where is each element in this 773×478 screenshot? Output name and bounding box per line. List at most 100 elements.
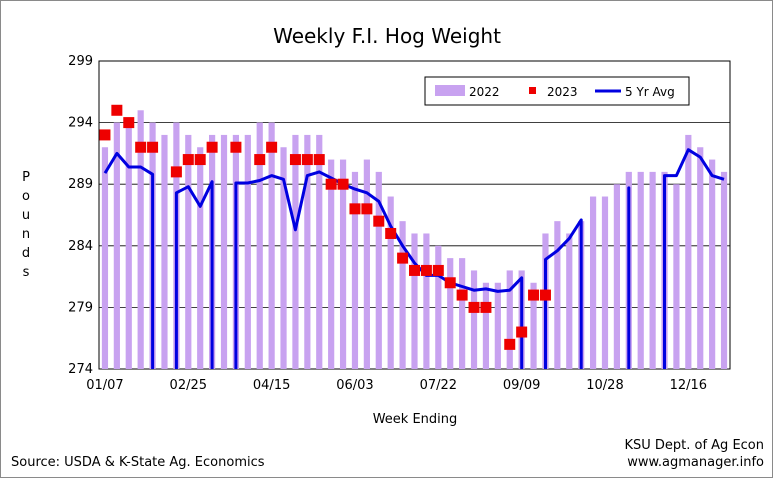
bar-2022 [435,245,442,369]
bar-2022 [459,258,466,369]
bar-2022 [506,270,513,369]
bar-2022 [328,159,335,369]
bar-2022 [161,134,168,369]
x-tick-label: 04/15 [253,378,290,393]
bar-2022 [375,171,382,369]
x-tick-label: 06/03 [336,378,373,393]
y-axis-label-letter: d [22,246,30,261]
line-segment-5yr-avg [234,170,524,369]
line-segment-5yr-avg [663,148,725,369]
marker-2023 [337,178,349,190]
bar-2022 [613,184,620,369]
x-tick-label: 02/25 [170,378,207,393]
marker-2023 [230,141,242,153]
legend-box [424,76,690,106]
legend-label-2022: 2022 [469,85,500,99]
bar-2022 [637,171,644,369]
bar-2022 [697,147,704,369]
x-axis-label: Week Ending [373,412,458,427]
bar-2022 [411,233,418,369]
y-tick-label: 294 [68,116,93,131]
y-axis-label-letter: P [22,170,30,185]
marker-2023 [194,154,206,166]
marker-2023 [254,154,266,166]
bar-2022 [423,233,430,369]
bar-2022 [601,196,609,369]
marker-2023 [444,277,456,289]
bar-2022 [494,282,501,369]
marker-2023 [420,264,432,276]
marker-2023 [397,252,409,264]
y-tick-label: 279 [68,300,93,315]
y-axis-label-letter: s [23,265,30,280]
marker-2023 [182,154,194,166]
bar-2022 [220,134,228,369]
x-tick-label: 01/07 [86,378,123,393]
line-segment-5yr-avg [103,151,155,369]
marker-2023 [468,301,480,313]
y-tick-label: 284 [68,239,93,254]
legend: 2022 2023 5 Yr Avg [424,76,690,106]
bar-2022 [470,270,478,369]
bar-2022 [137,110,144,369]
bar-2022 [101,147,109,369]
y-axis-label-letter: u [22,208,30,223]
bar-2022 [387,196,394,369]
marker-2023 [135,141,147,153]
bar-2022 [268,122,275,369]
y-axis-label-letter: n [22,227,30,242]
bar-2022 [363,159,370,369]
legend-swatch-2022 [435,85,465,96]
marker-2023 [456,289,468,301]
y-axis-label-letter: o [22,189,30,204]
bar-2022 [649,171,656,369]
marker-2023 [361,203,373,215]
bar-2022 [113,122,120,369]
x-tick-label: 12/16 [670,378,707,393]
marker-2023 [349,203,361,215]
bar-2022 [554,221,561,369]
bar-2022 [589,196,597,369]
x-tick-label: 10/28 [586,378,623,393]
marker-2023 [289,154,301,166]
bar-2022 [304,134,311,369]
bar-2022 [447,258,454,369]
bar-2022 [185,134,192,369]
bar-2022 [720,171,728,369]
bar-2022 [566,233,573,369]
marker-2023 [516,326,528,338]
legend-swatch-2023 [529,87,536,94]
marker-2023 [409,264,420,276]
marker-2023 [480,301,492,313]
bar-2022 [256,122,263,369]
source-note: Source: USDA & K-State Ag. Economics [11,455,265,470]
legend-label-2023: 2023 [547,85,578,99]
marker-2023 [539,289,551,301]
y-tick-label: 274 [68,362,93,377]
bar-2022 [685,134,692,369]
marker-2023 [123,117,135,129]
bar-2022 [125,122,132,369]
bar-2022 [351,171,359,369]
bar-2022 [316,134,323,369]
bar-2022 [292,134,299,369]
bar-2022 [530,282,537,369]
x-tick-label: 07/22 [420,378,457,393]
marker-2023 [373,215,385,227]
marker-2023 [206,141,218,153]
marker-2023 [266,141,278,153]
marker-2023 [432,264,444,276]
bar-2022 [244,134,251,369]
marker-2023 [301,154,313,166]
x-tick-labels: 01/07 02/25 04/15 06/03 07/22 09/09 10/28 12/16 [86,378,707,393]
chart-title: Weekly F.I. Hog Weight [273,24,501,48]
marker-2023 [313,154,325,166]
marker-2023 [504,338,516,350]
bar-2022 [197,147,204,369]
marker-2023 [147,141,159,153]
bar-2022 [673,184,680,369]
line-segment-5yr-avg [544,218,583,369]
marker-2023 [528,289,540,301]
